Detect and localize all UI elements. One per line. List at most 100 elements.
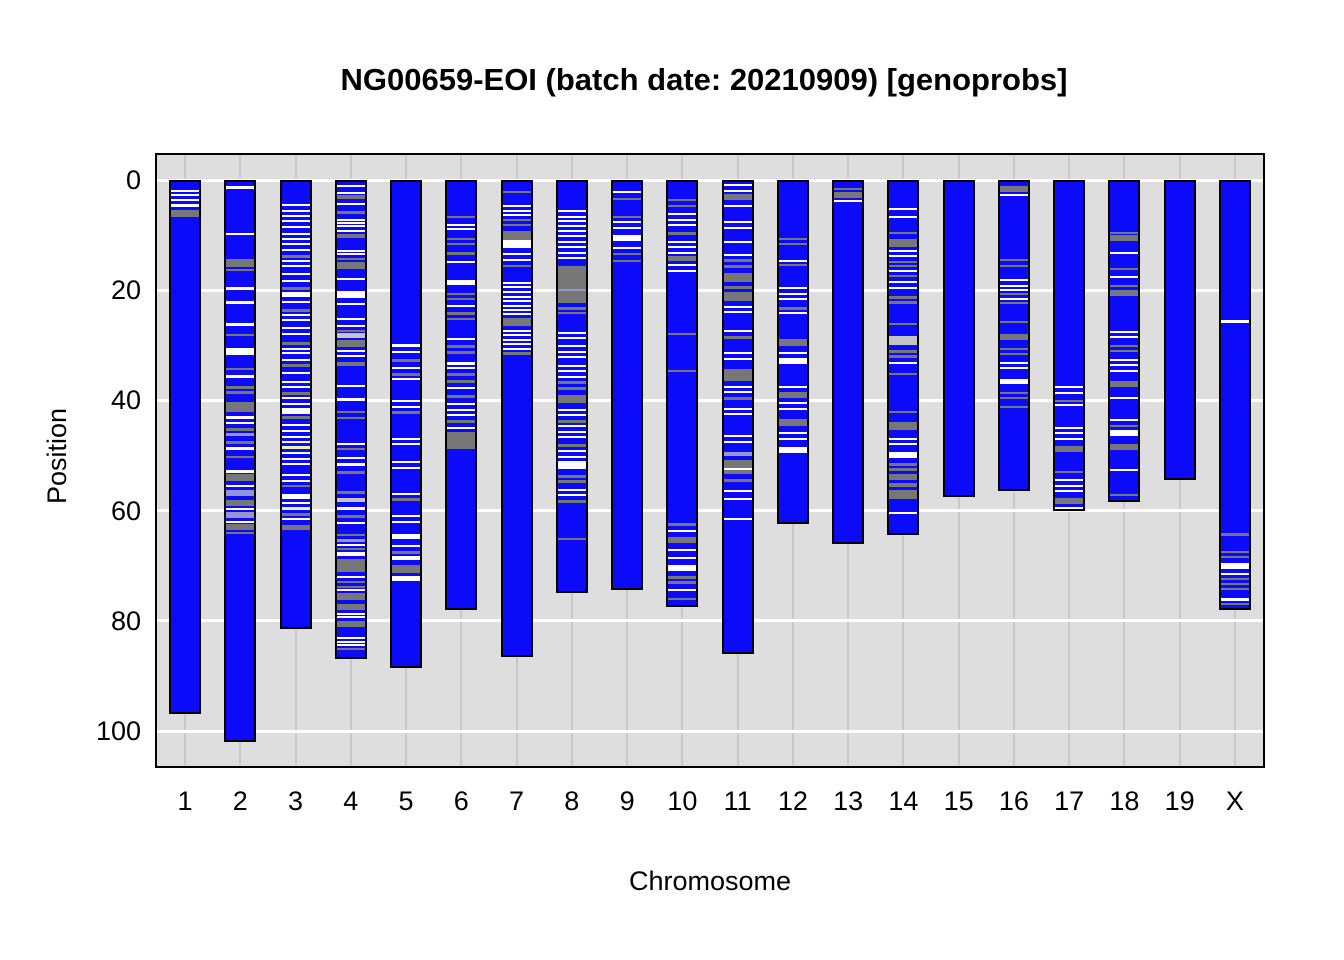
chromosome-stripe [723, 272, 752, 282]
x-tick-label: 8 [564, 786, 580, 816]
chromosome-stripe [502, 224, 531, 227]
chromosome-stripe [502, 351, 531, 355]
chromosome-stripe [392, 533, 421, 539]
chromosome-stripe [557, 425, 586, 428]
chromosome-stripe [1055, 426, 1084, 429]
chromosome-stripe [447, 350, 476, 354]
x-tick-label: 14 [888, 786, 919, 816]
chromosome-stripe [723, 221, 752, 224]
chromosome-stripe [557, 375, 586, 378]
chromosome-stripe [613, 197, 642, 200]
x-tick-label: 2 [232, 786, 248, 816]
chromosome-stripe [447, 297, 476, 300]
chromosome-stripe [502, 334, 531, 337]
chromosome-stripe [834, 187, 863, 190]
chromosome-stripe [226, 421, 255, 424]
chromosome-stripe [1110, 430, 1139, 437]
chromosome-stripe [1110, 397, 1139, 400]
chromosome-stripe [281, 457, 310, 460]
chromosome-stripe [1110, 330, 1139, 333]
chromosome-stripe [336, 457, 365, 460]
chromosome-stripe [889, 286, 918, 289]
chart-title: NG00659-EOI (batch date: 20210909) [geno… [0, 62, 1344, 98]
chromosome-stripe [1055, 391, 1084, 394]
chromosome-stripe [226, 322, 255, 326]
chromosome-stripe [281, 524, 310, 530]
chromosome-stripe [281, 494, 310, 500]
chromosome-stripe [392, 400, 421, 403]
chromosome-stripe [889, 260, 918, 263]
chromosome-stripe [336, 615, 365, 618]
chromosome-stripe [1055, 471, 1084, 474]
chromosome-stripe [336, 324, 365, 327]
chromosome-stripe [723, 330, 752, 333]
chromosome-stripe [336, 533, 365, 536]
chromosome-stripe [668, 581, 697, 585]
chromosome-stripe [1055, 399, 1084, 402]
chromosome-stripe [557, 444, 586, 448]
chromosome-stripe [447, 317, 476, 320]
chromosome-stripe [447, 312, 476, 316]
chromosome-stripe [723, 240, 752, 243]
chromosome-stripe [723, 264, 752, 268]
chromosome-stripe [336, 230, 365, 233]
chromosome-bar [997, 180, 1030, 492]
chromosome-stripe [557, 215, 586, 218]
chromosome-stripe [1220, 556, 1249, 559]
chromosome-stripe [723, 391, 752, 394]
chromosome-stripe [502, 313, 531, 316]
chromosome-stripe [226, 427, 255, 431]
chromosome-stripe [778, 312, 807, 315]
chromosome-stripe [1055, 506, 1084, 509]
chromosome-stripe [889, 483, 918, 488]
plot-area [155, 153, 1265, 768]
chromosome-stripe [1110, 358, 1139, 361]
chromosome-stripe [336, 258, 365, 261]
x-tick-label: 16 [998, 786, 1029, 816]
chromosome-stripe [502, 308, 531, 311]
chromosome-stripe [226, 233, 255, 236]
chromosome-stripe [778, 437, 807, 440]
chromosome-stripe [999, 302, 1028, 305]
chromosome-stripe [336, 575, 365, 578]
chromosome-stripe [723, 517, 752, 520]
chromosome-stripe [281, 286, 310, 290]
chromosome-stripe [557, 265, 586, 303]
chromosome-stripe [723, 490, 752, 493]
chromosome-stripe [1055, 479, 1084, 482]
chromosome-stripe [336, 585, 365, 588]
chromosome-stripe [281, 265, 310, 268]
chromosome-stripe [1220, 551, 1249, 554]
chromosome-stripe [447, 280, 476, 286]
y-tick-label: 80 [110, 605, 141, 636]
chromosome-stripe [1110, 336, 1139, 339]
chromosome-stripe [502, 230, 531, 240]
chromosome-stripe [447, 216, 476, 219]
y-tick-label: 0 [125, 165, 141, 195]
h-gridline [157, 178, 1263, 182]
chromosome-stripe [447, 228, 476, 231]
chromosome-stripe [889, 323, 918, 326]
chromosome-stripe [557, 455, 586, 458]
chromosome-stripe [668, 218, 697, 221]
chromosome-stripe [1220, 562, 1249, 569]
chromosome-stripe [557, 311, 586, 314]
chromosome-stripe [392, 545, 421, 548]
chromosome-stripe [723, 413, 752, 416]
chromosome-stripe [557, 480, 586, 484]
chromosome-stripe [557, 240, 586, 243]
chromosome-stripe [226, 347, 255, 355]
chromosome-stripe [336, 515, 365, 518]
chromosome-stripe [999, 284, 1028, 287]
chromosome-stripe [447, 394, 476, 398]
chromosome-stripe [668, 269, 697, 272]
chromosome-stripe [171, 189, 199, 192]
chromosome-stripe [281, 226, 310, 229]
chromosome-stripe [889, 437, 918, 440]
chromosome-stripe [557, 225, 586, 228]
chromosome-stripe [226, 531, 255, 534]
chromosome-stripe [502, 304, 531, 307]
chromosome-stripe [447, 337, 476, 340]
chromosome-stripe [281, 473, 310, 476]
